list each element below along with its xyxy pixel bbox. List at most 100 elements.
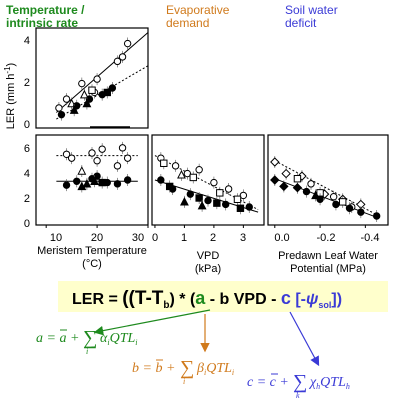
header-temperature: Temperature / <box>6 3 85 17</box>
svg-text:∑: ∑ <box>83 327 97 349</box>
x-label-potential-unit: Potential (MPa) <box>290 263 366 275</box>
temperature-top-point-filled-square-1 <box>103 88 111 97</box>
temperature-top-point-open-circle-2 <box>62 95 71 103</box>
temperature-top-point-open-triangle-2 <box>79 89 89 99</box>
svg-text:c = c +: c = c + <box>247 375 289 390</box>
header-soil-2: deficit <box>285 16 317 30</box>
x-tick-vpd-2: 2 <box>210 232 216 244</box>
x-tick-temperature-10: 10 <box>50 232 62 244</box>
predawn-potential-point-open-diamond-1 <box>270 157 280 167</box>
vpd-point-filled-circle-5 <box>221 200 230 209</box>
vpd-point-open-triangle-1 <box>177 169 186 179</box>
svg-text:a = a +: a = a + <box>36 331 79 346</box>
formula-a-term: a <box>195 288 206 308</box>
predawn-potential-point-open-square-3 <box>339 198 347 206</box>
svg-text:∑: ∑ <box>180 357 194 379</box>
vpd-point-filled-circle-4 <box>204 196 212 205</box>
x-tick-potential-0: 0.0 <box>274 232 289 244</box>
vpd-point-filled-triangle-1 <box>180 196 189 206</box>
vpd-point-open-circle-4 <box>195 166 203 174</box>
temperature-middle-point-filled-circle-7 <box>123 176 132 184</box>
y-tick-mid-6: 6 <box>24 143 30 155</box>
svg-text:b = b +: b = b + <box>132 361 175 376</box>
ler-formula: LER = ((T-Tb) * (a - b VPD - c [-ψsol]) <box>72 288 342 311</box>
vpd-point-open-square-3 <box>216 189 224 197</box>
vpd-point-filled-square-4 <box>236 204 245 212</box>
temperature-top-point-open-circle-7 <box>118 53 127 61</box>
header-evaporative: Evaporative <box>166 3 230 17</box>
svg-text:βiQTLi: βiQTLi <box>196 361 234 377</box>
predawn-potential-point-filled-triangle-1 <box>311 190 320 200</box>
header-soil: Soil water <box>285 3 338 17</box>
temperature-top-point-filled-triangle-2 <box>82 98 92 108</box>
svg-text:∑: ∑ <box>293 371 307 393</box>
temperature-middle-point-filled-triangle-2 <box>82 178 92 188</box>
temperature-middle-point-filled-circle-4 <box>93 172 101 180</box>
vpd-point-filled-triangle-2 <box>197 200 207 210</box>
x-tick-temperature-30: 30 <box>132 232 144 244</box>
predawn-potential-point-open-circle-2 <box>329 193 338 201</box>
x-tick-vpd-3: 3 <box>240 232 246 244</box>
vpd-point-open-circle-6 <box>224 185 233 193</box>
predawn-potential-point-open-diamond-2 <box>281 168 291 179</box>
vpd-point-filled-circle-3 <box>186 190 195 198</box>
y-tick-mid-4: 4 <box>24 168 30 180</box>
arrow-a <box>93 309 211 336</box>
temperature-middle-point-filled-circle-1 <box>62 181 71 189</box>
predawn-potential-point-open-circle-1 <box>307 180 315 188</box>
temperature-middle-point-filled-circle-2 <box>73 177 81 185</box>
predawn-potential-point-filled-circle-3 <box>332 200 340 209</box>
predawn-potential-point-open-square-1 <box>293 175 302 183</box>
temperature-middle-point-filled-circle-6 <box>113 180 122 188</box>
temperature-top-point-open-square-1 <box>88 86 96 94</box>
vpd-point-filled-circle-6 <box>245 203 253 211</box>
x-label-vpd-unit: (kPa) <box>195 263 221 275</box>
vpd-point-open-square-1 <box>160 159 168 167</box>
panel-predawn-potential <box>267 134 389 226</box>
temperature-middle-point-open-circle-2 <box>67 154 76 162</box>
equation-c: c = c + ∑ k χhQTLh <box>247 371 350 400</box>
y-axis-label: LER (mm h-1) <box>3 63 17 129</box>
temperature-middle-point-open-circle-8 <box>123 154 132 162</box>
y-tick-top-0: 0 <box>24 119 30 131</box>
predawn-potential-point-filled-circle-6 <box>372 212 381 220</box>
x-tick-potential-04: -0.4 <box>361 232 380 244</box>
vpd-point-filled-square-1 <box>165 182 174 191</box>
y-tick-mid-2: 2 <box>24 193 30 205</box>
x-label-temperature: Meristem Temperature <box>37 245 147 257</box>
temperature-middle-point-open-circle-1 <box>62 150 71 158</box>
formula-c-term: c <box>281 288 291 308</box>
temperature-top-point-filled-circle-1 <box>57 110 66 119</box>
y-tick-top-2: 2 <box>24 77 30 89</box>
header-evaporative-2: demand <box>166 16 209 30</box>
scatter-marks <box>45 32 381 228</box>
vpd-point-filled-circle-1 <box>157 176 165 184</box>
temperature-middle-point-open-circle-6 <box>113 162 122 170</box>
vpd-point-open-circle-5 <box>210 178 218 187</box>
predawn-potential-point-filled-circle-4 <box>345 204 354 212</box>
panel-temperature-top <box>35 27 149 129</box>
equation-b: b = b + ∑ i βiQTLi <box>132 357 234 386</box>
predawn-potential-point-filled-circle-5 <box>357 208 365 216</box>
formula-background <box>58 281 388 312</box>
temperature-middle-point-open-triangle-1 <box>77 166 87 175</box>
predawn-potential-point-filled-circle-1 <box>302 187 311 196</box>
x-tick-vpd-1: 1 <box>181 232 187 244</box>
temperature-middle-point-open-circle-3 <box>88 149 96 157</box>
x-tick-vpd-0: 0 <box>152 232 158 244</box>
temperature-middle-point-open-circle-5 <box>98 145 106 153</box>
vpd-point-filled-square-3 <box>213 199 221 207</box>
vpd-point-open-square-2 <box>189 173 197 182</box>
x-label-potential: Predawn Leaf Water <box>278 250 378 262</box>
svg-text:χhQTLh: χhQTLh <box>308 375 350 391</box>
predawn-potential-point-filled-diamond-1 <box>270 175 280 185</box>
svg-text:k: k <box>296 391 300 400</box>
y-tick-mid-0: 0 <box>24 218 30 230</box>
temperature-middle-point-open-circle-4 <box>93 157 101 165</box>
temperature-middle-point-filled-triangle-3 <box>90 176 99 185</box>
header-temperature-2: intrinsic rate <box>6 16 78 30</box>
y-tick-top-4: 4 <box>24 35 30 47</box>
equation-a: a = a + ∑ i αiQTLi <box>36 327 138 356</box>
vpd-point-open-circle-3 <box>183 169 192 178</box>
